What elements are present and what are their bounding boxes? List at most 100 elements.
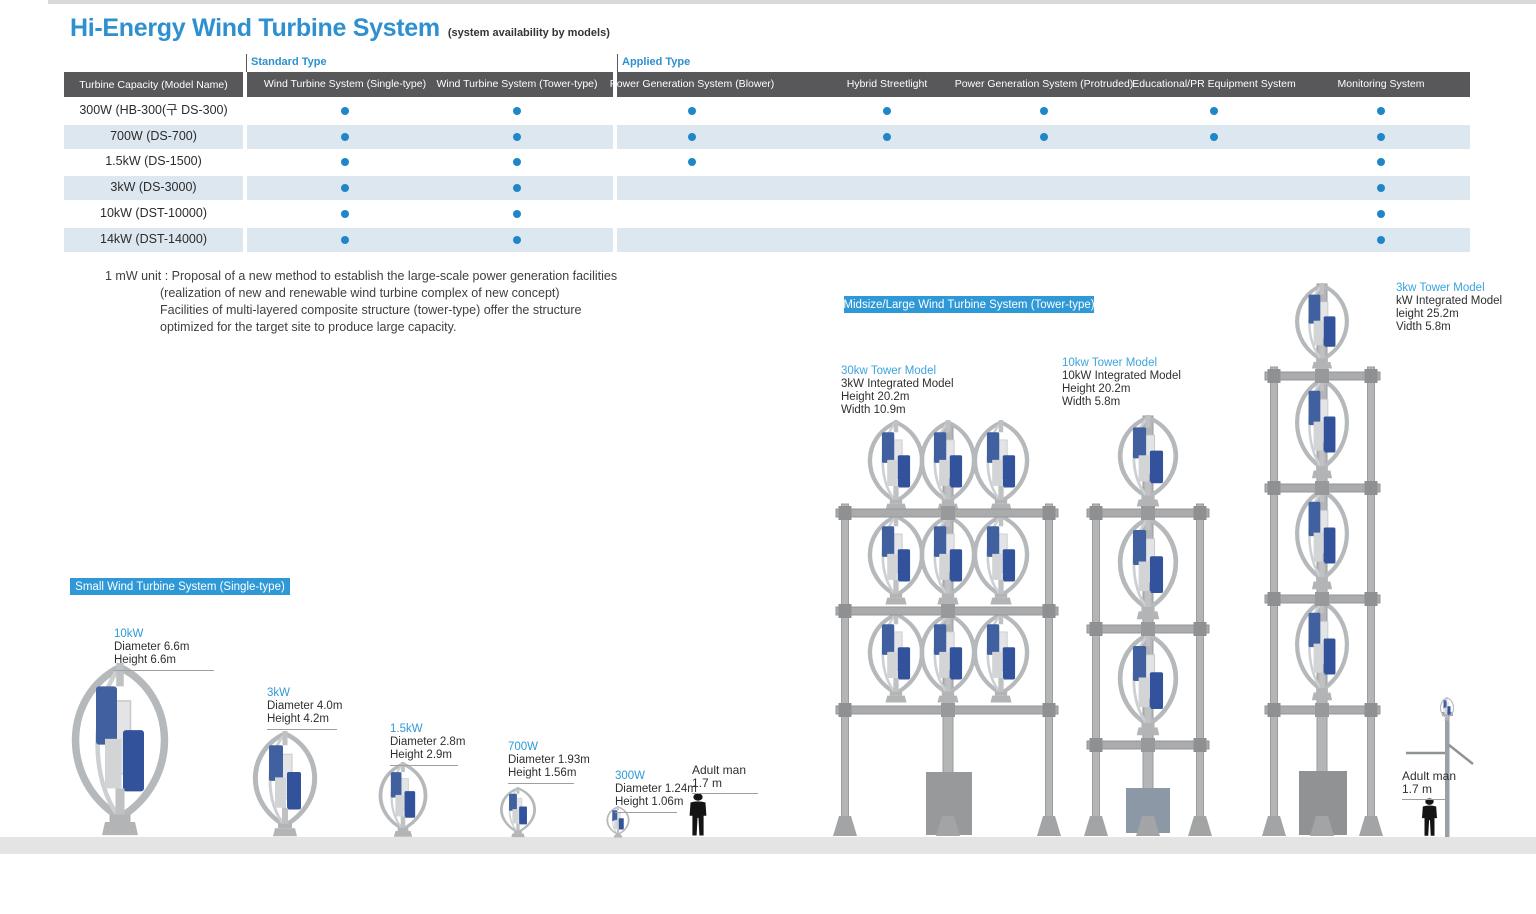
row-stripe [64, 227, 243, 252]
tower-model-label: 10kw Tower Model 10kW Integrated Model Hei… [1062, 357, 1181, 409]
model-capacity: 300W [615, 770, 646, 782]
tower-model-name: 30kw Tower Model [841, 365, 937, 377]
small-model-label: 700W Diameter 1.93m Height 1.56m [508, 741, 590, 784]
model-spec: Height 4.2m [267, 713, 330, 725]
column-header-1: Wind Turbine System (Single-type) [263, 78, 427, 90]
section-badge-midsize: Midsize/Large Wind Turbine System (Tower… [843, 296, 1095, 313]
availability-dot [341, 235, 349, 244]
model-spec: Height 2.9m [390, 749, 453, 761]
table-row: 3kW (DS-3000) [0, 175, 1536, 201]
tower-beam [1264, 594, 1381, 604]
model-spec: Diameter 1.24m [615, 783, 697, 795]
availability-dot [1377, 132, 1385, 141]
model-capacity: 700W [508, 741, 539, 753]
small-turbine [255, 731, 314, 836]
group-divider-line [246, 54, 247, 72]
availability-dot [513, 235, 521, 244]
model-spec: Height 1.06m [615, 796, 684, 808]
availability-dot [513, 158, 521, 167]
table-header-standard-group: Wind Turbine System (Single-type) Wind Tu… [247, 72, 613, 97]
beam-joint [1267, 592, 1281, 606]
model-capacity: 3kW [267, 687, 290, 699]
beam-joint [1267, 369, 1281, 383]
tower-turbine [1297, 599, 1347, 700]
beam-joint [1315, 481, 1329, 495]
leader-line [508, 783, 574, 784]
availability-dot [513, 107, 521, 115]
page-title: Hi-Energy Wind Turbine System (system ava… [70, 14, 610, 43]
tower-beam [835, 606, 1059, 616]
tower-beam [1264, 371, 1381, 381]
table-header-applied-group: Power Generation System (Blower) Hybrid S… [610, 72, 1470, 97]
tower-beam [1264, 483, 1381, 493]
model-spec: Vidth 5.8m [1396, 321, 1451, 333]
model-spec: Height 20.2m [841, 391, 910, 403]
beam-joint [1315, 592, 1329, 606]
foundation-block [1299, 771, 1347, 835]
tower-turbine [922, 420, 974, 510]
tower-beam [1086, 508, 1210, 518]
availability-dot [1210, 132, 1218, 141]
availability-dot [688, 132, 696, 141]
availability-dot [883, 107, 891, 115]
ground-strip [0, 837, 1536, 854]
tower-turbine [975, 420, 1027, 510]
model-name-cell: 1.5kW (DS-1500) [105, 154, 202, 169]
beam-joint [1042, 703, 1056, 717]
model-spec: Height 6.6m [114, 654, 177, 666]
adult-man-text: Adult man [1402, 769, 1457, 783]
group-label-applied-type: Applied Type [622, 56, 691, 68]
beam-joint [838, 604, 852, 618]
tower-mast [942, 423, 954, 829]
row-stripe [617, 176, 1470, 201]
tower-turbine [922, 514, 974, 604]
model-name-cell: 700W (DS-700) [110, 128, 197, 143]
tower-foot [1084, 816, 1108, 836]
availability-dot [341, 209, 349, 218]
model-spec: leight 25.2m [1396, 308, 1459, 320]
tower-foot [1310, 816, 1334, 836]
beam-joint [1364, 703, 1378, 717]
tower-turbine [975, 612, 1027, 702]
foundation-block [926, 772, 972, 835]
beam-joint [1364, 592, 1378, 606]
model-name-cell: 3kW (DS-3000) [110, 180, 197, 195]
beam-joint [1141, 506, 1155, 520]
beam-joint [1141, 622, 1155, 636]
small-model-label: 300W Diameter 1.24m Height 1.06m [615, 770, 697, 813]
model-capacity: 10kW [114, 628, 144, 640]
foundation-block [1126, 788, 1170, 833]
column-header-4: Hybrid Streetlight [846, 78, 928, 90]
column-header-6: Educational/PR Equipment System [1132, 78, 1296, 90]
tower-model-label: 30kw Tower Model 3kW Integrated Model Heig… [841, 365, 954, 417]
tower-turbine [1120, 516, 1176, 619]
model-name-cell: 300W (HB-300(구 DS-300) [79, 103, 228, 117]
column-header-model: Turbine Capacity (Model Name) [79, 78, 228, 91]
note-line: optimized for the target site to produce… [160, 320, 457, 334]
beam-joint [1315, 369, 1329, 383]
tower-turbine [1297, 488, 1347, 589]
adult-man-height: 1.7 m [1402, 782, 1433, 796]
tower-model-name: 10kw Tower Model [1062, 357, 1158, 369]
model-name-cell: 14kW (DST-14000) [100, 231, 207, 246]
model-spec: 10kW Integrated Model [1062, 370, 1181, 382]
leader-line [615, 812, 677, 813]
availability-dot [1377, 209, 1385, 218]
model-name-cell: 10kW (DST-10000) [100, 205, 207, 220]
model-spec: Width 10.9m [841, 404, 906, 416]
beam-joint [838, 703, 852, 717]
beam-joint [941, 703, 955, 717]
group-divider-line [617, 54, 618, 72]
availability-dot [1040, 132, 1048, 141]
table-header-model-column: Turbine Capacity (Model Name) [64, 72, 243, 97]
beam-joint [1193, 622, 1207, 636]
tower-turbine [870, 514, 922, 604]
leader-line [692, 793, 758, 794]
note-line: (realization of new and renewable wind t… [160, 286, 560, 300]
beam-joint [1089, 738, 1103, 752]
availability-dot [513, 209, 521, 218]
availability-dot [341, 132, 349, 141]
streetlight-pole-cap [1442, 712, 1453, 716]
model-spec: Diameter 4.0m [267, 700, 343, 712]
streetlight-turbine [1439, 697, 1455, 721]
